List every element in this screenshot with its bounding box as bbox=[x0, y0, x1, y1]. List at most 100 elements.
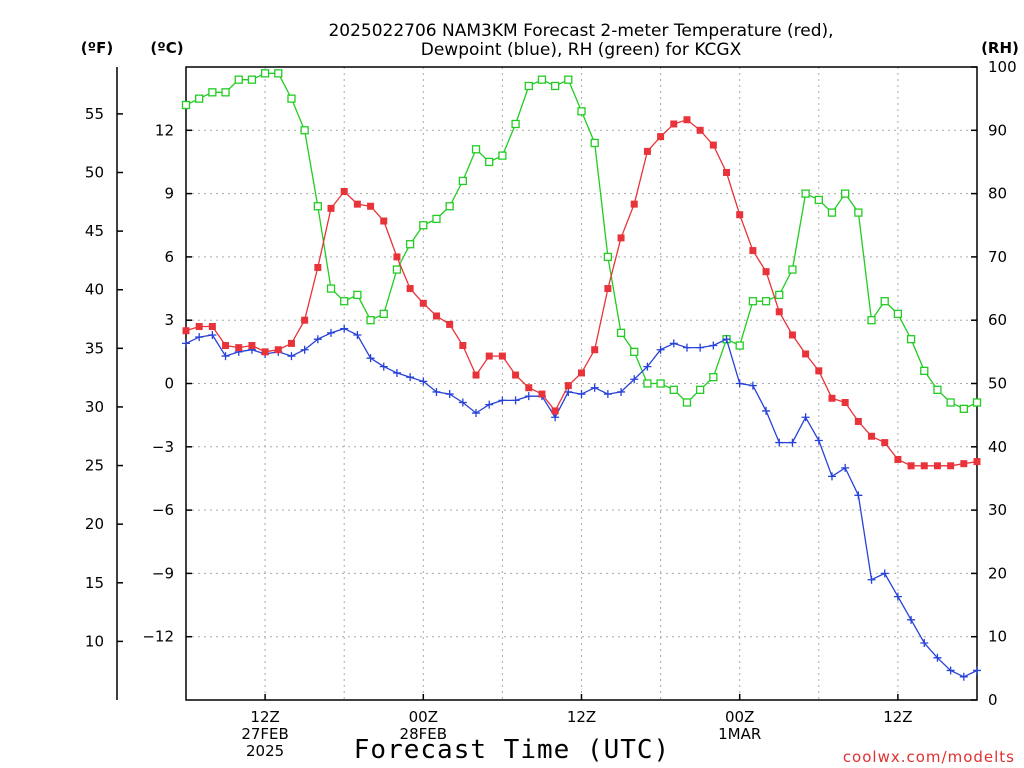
dewpoint-point bbox=[445, 390, 454, 399]
rh-point bbox=[419, 221, 428, 230]
dewpoint-point bbox=[920, 639, 929, 648]
grid-lines bbox=[186, 67, 977, 700]
dewpoint-point bbox=[775, 438, 784, 447]
temperature-point bbox=[933, 462, 941, 470]
temperature-point bbox=[512, 371, 520, 379]
temperature-point bbox=[881, 439, 889, 447]
dewpoint-point bbox=[656, 345, 665, 354]
series-layer bbox=[181, 69, 982, 681]
dewpoint-point bbox=[788, 438, 797, 447]
temperature-point bbox=[274, 346, 282, 354]
temperature-point bbox=[578, 369, 585, 377]
rh-tick-label: 70 bbox=[988, 248, 1007, 266]
x-tick-label: 12Z bbox=[883, 708, 912, 726]
temperature-point bbox=[723, 169, 731, 176]
temperature-line bbox=[185, 119, 978, 467]
temperature-point bbox=[683, 116, 691, 124]
dewpoint-point bbox=[907, 615, 916, 624]
temperature-point bbox=[841, 398, 849, 406]
rh-point bbox=[709, 373, 718, 382]
rh-point bbox=[643, 379, 652, 388]
temperature-point bbox=[762, 268, 770, 276]
temperature-point bbox=[657, 133, 665, 141]
rh-point bbox=[854, 208, 863, 217]
temperature-point bbox=[301, 316, 309, 324]
rh-point bbox=[761, 297, 771, 306]
temperature-point bbox=[643, 147, 651, 155]
dewpoint-point bbox=[287, 352, 296, 361]
rh-tick-label: 0 bbox=[988, 691, 998, 709]
temperature-point bbox=[195, 323, 203, 331]
rh-point bbox=[234, 75, 243, 84]
rh-point bbox=[735, 341, 744, 350]
rh-point bbox=[260, 69, 270, 78]
dewpoint-point bbox=[551, 413, 560, 422]
dewpoint-point bbox=[577, 390, 586, 399]
temperature-point bbox=[617, 234, 625, 242]
dewpoint-point bbox=[472, 409, 481, 418]
dewpoint-point bbox=[682, 343, 691, 352]
rh-point bbox=[696, 385, 705, 394]
dewpoint-point bbox=[735, 379, 744, 388]
rh-tick-label: 50 bbox=[988, 375, 1007, 393]
temperature-point bbox=[498, 352, 506, 360]
temperature-point bbox=[367, 202, 375, 210]
temperature-point bbox=[538, 390, 546, 398]
temperature-point bbox=[854, 417, 862, 425]
rh-point bbox=[616, 328, 626, 338]
dewpoint-point bbox=[313, 335, 322, 344]
temperature-point bbox=[525, 384, 533, 392]
temperature-point bbox=[353, 200, 361, 208]
temperature-point bbox=[973, 458, 981, 466]
x-tick-label: 12Z bbox=[250, 708, 279, 726]
rh-tick-label: 40 bbox=[988, 438, 1007, 456]
rh-point bbox=[959, 404, 968, 413]
dewpoint-point bbox=[590, 383, 599, 392]
rh-point bbox=[326, 284, 336, 293]
temperature-point bbox=[208, 323, 216, 331]
dewpoint-point bbox=[432, 387, 441, 396]
rh-point bbox=[906, 335, 916, 344]
rh-point bbox=[221, 88, 230, 97]
dewpoint-point bbox=[880, 569, 889, 578]
dewpoint-point bbox=[208, 330, 217, 339]
x-tick-label: 1MAR bbox=[718, 725, 761, 743]
dewpoint-point bbox=[379, 362, 388, 371]
rh-point bbox=[300, 126, 309, 135]
rh-point bbox=[972, 398, 982, 407]
temperature-point bbox=[380, 217, 388, 225]
rh-tick-label: 80 bbox=[988, 185, 1007, 203]
dewpoint-point bbox=[300, 345, 309, 354]
rh-point bbox=[775, 290, 784, 300]
temperature-point bbox=[802, 350, 810, 358]
fahrenheit-tick-label: 20 bbox=[85, 515, 104, 533]
rh-point bbox=[458, 176, 468, 186]
dewpoint-point bbox=[933, 653, 942, 662]
dewpoint-point bbox=[392, 368, 401, 377]
temperature-point bbox=[907, 462, 915, 470]
x-tick-label: 00Z bbox=[409, 708, 438, 726]
rh-point bbox=[669, 385, 678, 394]
rh-point bbox=[405, 240, 415, 249]
temperature-point bbox=[472, 371, 480, 379]
rh-point bbox=[524, 81, 533, 91]
temperature-point bbox=[868, 432, 876, 440]
temperature-point bbox=[393, 253, 401, 261]
dewpoint-point bbox=[182, 339, 190, 348]
x-tick-label: 28FEB bbox=[400, 725, 447, 743]
rh-point bbox=[366, 316, 375, 325]
celsius-tick-label: 3 bbox=[164, 311, 174, 329]
fahrenheit-tick-label: 30 bbox=[85, 398, 104, 416]
celsius-tick-label: 12 bbox=[155, 121, 174, 139]
rh-point bbox=[814, 195, 823, 205]
dewpoint-point bbox=[630, 375, 639, 384]
rh-point bbox=[353, 290, 362, 300]
temperature-point bbox=[551, 407, 559, 415]
rh-point bbox=[313, 202, 322, 211]
rh-point bbox=[392, 265, 402, 274]
temperature-point bbox=[261, 348, 269, 356]
rh-point bbox=[511, 119, 520, 129]
dewpoint-point bbox=[603, 390, 612, 399]
